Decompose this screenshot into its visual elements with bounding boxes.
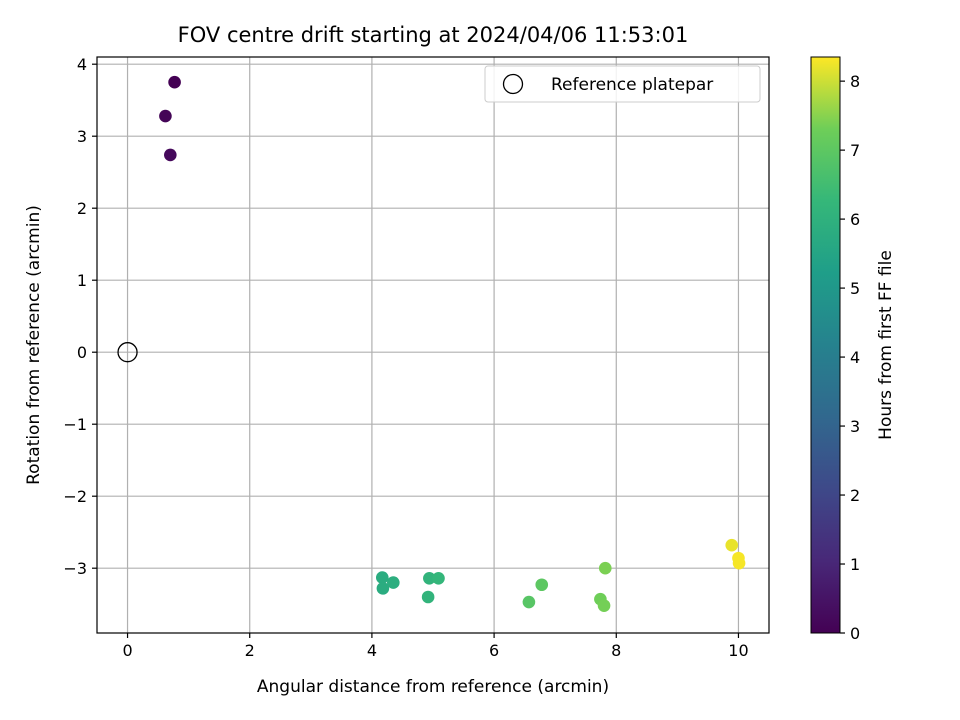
colorbar-label: Hours from first FF file [876, 250, 896, 440]
axis-ticks: 0 2 4 6 8 10 −3 −2 −1 0 1 2 3 4 [63, 55, 748, 660]
colorbar-tick-label: 8 [850, 72, 860, 91]
colorbar-tick-label: 1 [850, 555, 860, 574]
colorbar-tick-label: 0 [850, 624, 860, 643]
grid [97, 57, 769, 633]
y-axis-label: Rotation from reference (arcmin) [24, 205, 44, 485]
data-point [421, 590, 435, 604]
data-point [432, 571, 445, 585]
y-tick-label: 4 [77, 55, 87, 74]
legend: Reference platepar [484, 65, 761, 103]
legend-label: Reference platepar [551, 75, 713, 95]
y-tick-label: 2 [77, 199, 87, 218]
data-point [725, 538, 739, 552]
y-tick-label: 1 [77, 271, 87, 290]
data-point [386, 576, 400, 589]
data-point [159, 109, 172, 123]
data-point [598, 561, 612, 575]
x-tick-label: 10 [728, 641, 748, 660]
x-tick-label: 4 [367, 641, 377, 660]
x-tick-label: 6 [489, 641, 499, 660]
y-tick-label: −1 [63, 415, 87, 434]
colorbar-tick-label: 4 [850, 348, 860, 367]
data-point [168, 75, 181, 89]
x-tick-label: 0 [122, 641, 132, 660]
y-tick-label: −3 [63, 559, 87, 578]
data-point [732, 556, 746, 570]
x-axis-label: Angular distance from reference (arcmin) [257, 677, 609, 697]
colorbar-tick-label: 2 [850, 486, 860, 505]
y-tick-label: 3 [77, 127, 87, 146]
y-tick-label: 0 [77, 343, 87, 362]
colorbar-tick-label: 5 [850, 279, 860, 298]
reference-point-marker [117, 342, 138, 363]
colorbar-tick-label: 3 [850, 417, 860, 436]
data-points [117, 75, 746, 612]
x-tick-label: 2 [245, 641, 255, 660]
data-point [376, 582, 390, 595]
colorbar-tick-label: 7 [850, 141, 860, 160]
colorbar-gradient [810, 56, 841, 634]
y-tick-label: −2 [63, 487, 87, 506]
legend-box [484, 65, 761, 103]
data-point [164, 148, 177, 162]
data-point [522, 595, 536, 609]
data-point [535, 578, 549, 592]
x-tick-label: 8 [611, 641, 621, 660]
data-point [375, 571, 389, 584]
legend-marker-icon [502, 73, 524, 95]
data-point [597, 599, 611, 612]
colorbar-ticks: 0 1 2 3 4 5 6 7 8 [840, 72, 860, 643]
colorbar: 0 1 2 3 4 5 6 7 8 Hours from first FF file [810, 56, 896, 643]
plot-area-frame [96, 56, 770, 634]
data-point [423, 571, 436, 585]
chart-title: FOV centre drift starting at 2024/04/06 … [178, 23, 689, 47]
colorbar-tick-label: 6 [850, 210, 860, 229]
